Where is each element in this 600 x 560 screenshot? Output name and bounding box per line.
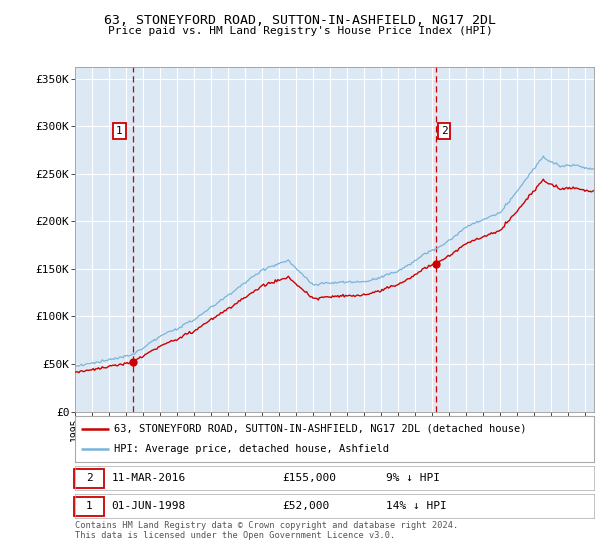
Text: 2: 2 — [86, 473, 92, 483]
Text: £52,000: £52,000 — [283, 501, 330, 511]
Text: 01-JUN-1998: 01-JUN-1998 — [112, 501, 185, 511]
Text: 9% ↓ HPI: 9% ↓ HPI — [386, 473, 440, 483]
Text: Price paid vs. HM Land Registry's House Price Index (HPI): Price paid vs. HM Land Registry's House … — [107, 26, 493, 36]
FancyBboxPatch shape — [74, 497, 104, 516]
Text: 63, STONEYFORD ROAD, SUTTON-IN-ASHFIELD, NG17 2DL (detached house): 63, STONEYFORD ROAD, SUTTON-IN-ASHFIELD,… — [114, 424, 526, 434]
Text: HPI: Average price, detached house, Ashfield: HPI: Average price, detached house, Ashf… — [114, 444, 389, 454]
Text: Contains HM Land Registry data © Crown copyright and database right 2024.
This d: Contains HM Land Registry data © Crown c… — [75, 521, 458, 540]
Text: 1: 1 — [86, 501, 92, 511]
Text: 2: 2 — [441, 126, 448, 136]
Text: £155,000: £155,000 — [283, 473, 337, 483]
Text: 1: 1 — [116, 126, 123, 136]
Text: 11-MAR-2016: 11-MAR-2016 — [112, 473, 185, 483]
Text: 14% ↓ HPI: 14% ↓ HPI — [386, 501, 447, 511]
FancyBboxPatch shape — [74, 469, 104, 488]
Text: 63, STONEYFORD ROAD, SUTTON-IN-ASHFIELD, NG17 2DL: 63, STONEYFORD ROAD, SUTTON-IN-ASHFIELD,… — [104, 14, 496, 27]
